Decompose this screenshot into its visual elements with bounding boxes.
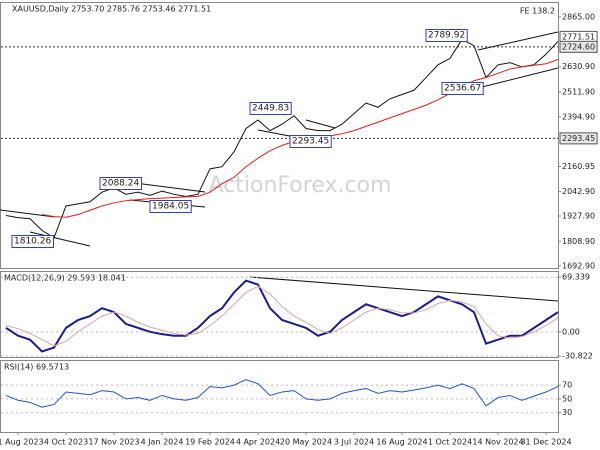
y-tick-label: 2511.90 [562, 87, 595, 96]
y-tick-label: 70 [562, 381, 572, 390]
x-tick-label: 19 Feb 2024 [185, 438, 235, 447]
channel-upper [477, 31, 559, 51]
rsi-title: RSI(14) 69.5713 [4, 363, 69, 372]
rsi-panel [0, 360, 559, 433]
x-tick-label: 20 May 2024 [280, 438, 332, 447]
y-tick-label: 1808.90 [562, 237, 595, 246]
label-box [559, 132, 598, 145]
y-tick-label: 2160.95 [562, 162, 595, 171]
label-box [425, 29, 468, 42]
price-panel [0, 2, 559, 269]
y-tick-label: 2394.90 [562, 112, 595, 121]
label-box [99, 177, 142, 190]
y-tick-label: 1692.90 [562, 261, 595, 270]
annotation: 1984.05 [152, 202, 189, 212]
x-tick-label: 4 Oct 2023 [44, 438, 88, 447]
trendlines [0, 31, 559, 302]
price-marker: 2771.51 [562, 32, 595, 41]
macd-panel [0, 271, 559, 358]
price-marker: 2293.45 [562, 134, 595, 143]
x-tick-label: 21 Aug 2023 [0, 438, 44, 447]
label-box [559, 40, 598, 53]
y-tick-label: 0.00 [562, 327, 580, 336]
label-box [249, 102, 292, 115]
trendline [305, 119, 336, 129]
x-tick-label: 16 Aug 2024 [376, 438, 427, 447]
y-tick-label: 2865.00 [562, 13, 595, 22]
x-tick-label: 17 Nov 2023 [88, 438, 139, 447]
x-tick-label: 14 Nov 2024 [472, 438, 523, 447]
series-line [5, 379, 559, 408]
y-tick-label: 30 [562, 408, 572, 417]
label-box [289, 135, 332, 148]
x-tick-label: 1 Oct 2024 [428, 438, 472, 447]
y-tick-label: 50 [562, 394, 572, 403]
series-line [5, 285, 559, 347]
label-box [441, 82, 484, 95]
x-tick-label: 4 Apr 2024 [236, 438, 280, 447]
annotation: 2293.45 [292, 137, 329, 147]
annotation: 1810.26 [14, 237, 51, 247]
trendline [29, 231, 91, 247]
channel-lower [477, 67, 559, 89]
annotation: 2088.24 [102, 179, 139, 189]
fe-label: FE 138.2 [520, 7, 555, 16]
macd-trendline [249, 276, 559, 302]
trendline [0, 209, 56, 218]
x-tick-label: 3 Jul 2024 [334, 438, 374, 447]
label-box [149, 200, 192, 213]
price-marker: 2724.60 [562, 42, 595, 51]
x-tick-label: 31 Dec 2024 [520, 438, 571, 447]
watermark: ActionForex.com [209, 173, 392, 198]
annotation: 2789.92 [428, 31, 465, 41]
annotation: 2449.83 [252, 104, 289, 114]
series-line [5, 279, 559, 353]
annotation: 2536.67 [444, 84, 481, 94]
x-tick-label: 4 Jan 2024 [141, 438, 184, 447]
trendline [134, 182, 206, 193]
y-tick-label: 2042.90 [562, 187, 595, 196]
y-tick-label: 69.339 [562, 273, 590, 282]
y-tick-label: 1927.90 [562, 211, 595, 220]
macd-title: MACD(12,26,9) 29.593 18.041 [4, 274, 126, 283]
y-tick-label: 2630.90 [562, 62, 595, 71]
y-tick-label: -30.822 [562, 352, 593, 361]
label-box [11, 235, 54, 248]
header: XAUUSD,Daily 2753.70 2785.76 2753.46 277… [12, 5, 211, 14]
